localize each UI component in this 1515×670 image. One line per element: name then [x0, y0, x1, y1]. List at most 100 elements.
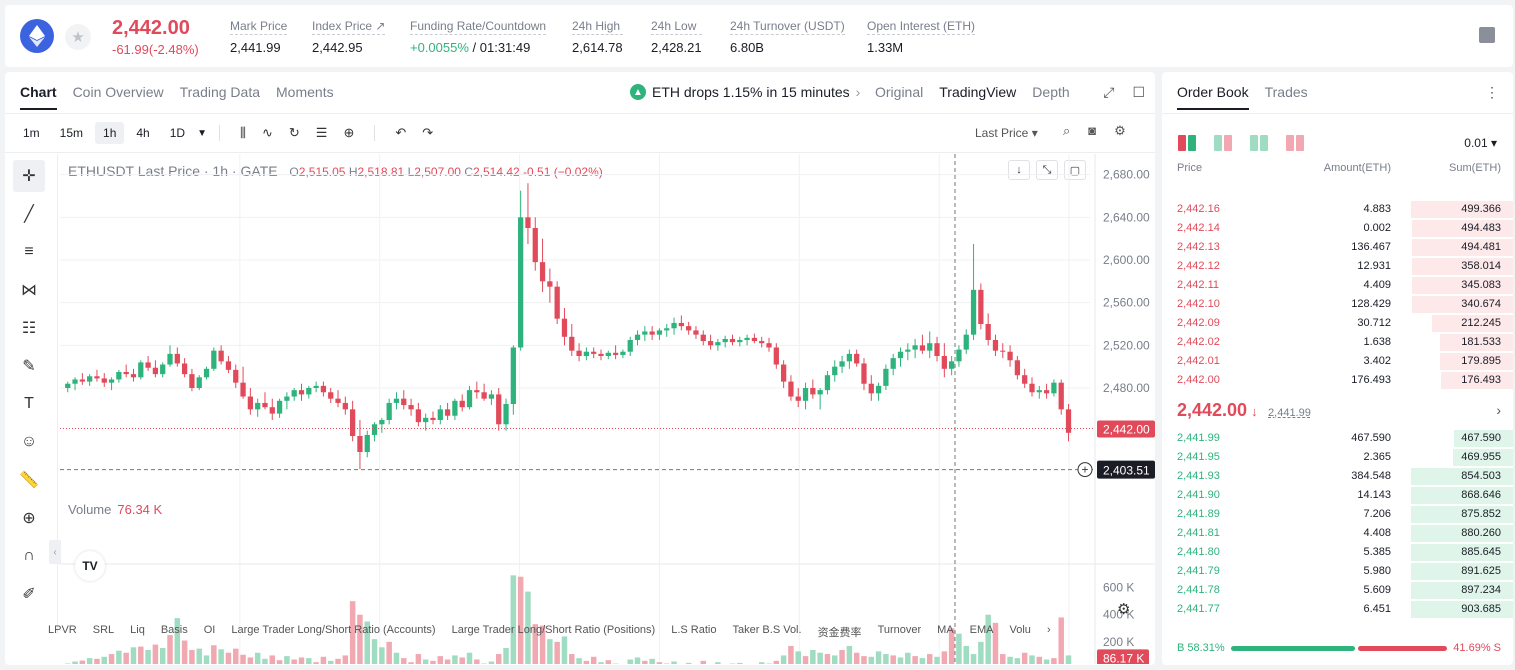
- scroll-down-icon[interactable]: ↓: [1008, 160, 1030, 180]
- replay-icon[interactable]: ↻: [288, 125, 300, 140]
- brush-icon[interactable]: ✎: [22, 358, 36, 375]
- ask-row[interactable]: 2,442.09 30.712 212.245: [1177, 314, 1513, 333]
- indicator-lt-accounts[interactable]: Large Trader Long/Short Ratio (Accounts): [231, 624, 436, 636]
- window-icon[interactable]: ☐: [1132, 84, 1145, 100]
- expand-icon[interactable]: ⤢: [1103, 84, 1115, 100]
- ask-row[interactable]: 2,442.11 4.409 345.083: [1177, 276, 1513, 295]
- maximize-icon[interactable]: ▢: [1064, 160, 1086, 180]
- timeframe-4h[interactable]: 4h: [136, 126, 150, 140]
- indicators-icon[interactable]: ∿: [261, 125, 273, 140]
- timeframe-1m[interactable]: 1m: [23, 126, 40, 140]
- volume-bar: [422, 659, 429, 664]
- ask-row[interactable]: 2,442.02 1.638 181.533: [1177, 333, 1513, 352]
- trendline-icon[interactable]: ╱: [24, 206, 34, 223]
- indicator-volume[interactable]: Volu: [1009, 624, 1031, 636]
- chart-settings-icon[interactable]: ⚙: [1117, 601, 1131, 618]
- undo-icon[interactable]: ↶: [395, 125, 407, 140]
- search-icon[interactable]: ⌕: [1063, 123, 1071, 138]
- book-mode-bids-icon[interactable]: [1250, 135, 1268, 151]
- indicator-ma[interactable]: MA: [937, 624, 954, 636]
- indicator-lt-positions[interactable]: Large Trader Long/Short Ratio (Positions…: [451, 624, 656, 636]
- zoom-in-icon[interactable]: ⊕: [22, 510, 36, 527]
- indicator-funding-rate[interactable]: 资金费率: [817, 627, 862, 639]
- indicator-ls-ratio[interactable]: L.S Ratio: [671, 624, 717, 636]
- favorite-star-icon[interactable]: ★: [65, 24, 91, 50]
- tab-moments[interactable]: Moments: [276, 84, 334, 100]
- template-icon[interactable]: ☰: [315, 125, 328, 140]
- bid-row[interactable]: 2,441.79 5.980 891.625: [1177, 562, 1513, 581]
- indicator-taker-vol[interactable]: Taker B.S Vol.: [732, 624, 802, 636]
- tab-depth[interactable]: Depth: [1032, 84, 1070, 100]
- bid-row[interactable]: 2,441.78 5.609 897.234: [1177, 581, 1513, 600]
- emoji-icon[interactable]: ☺: [20, 433, 38, 450]
- price-source-select[interactable]: Last Price ▾: [975, 126, 1038, 140]
- gear-icon[interactable]: ⚙: [1114, 123, 1126, 138]
- bid-row[interactable]: 2,441.80 5.385 885.645: [1177, 543, 1513, 562]
- bid-row[interactable]: 2,441.89 7.206 875.852: [1177, 505, 1513, 524]
- book-mode-both-icon[interactable]: [1178, 135, 1196, 151]
- tab-original[interactable]: Original: [875, 84, 924, 100]
- bid-row[interactable]: 2,441.81 4.408 880.260: [1177, 524, 1513, 543]
- ask-row[interactable]: 2,442.14 0.002 494.483: [1177, 219, 1513, 238]
- volume-bar: [1021, 652, 1028, 664]
- timeframe-dropdown-icon[interactable]: ▼: [197, 127, 207, 139]
- chevron-right-icon[interactable]: ›: [1496, 402, 1501, 418]
- ask-row[interactable]: 2,442.01 3.402 179.895: [1177, 352, 1513, 371]
- fib-icon[interactable]: ☷: [21, 320, 37, 337]
- ask-row[interactable]: 2,442.00 176.493 176.493: [1177, 371, 1513, 390]
- bid-row[interactable]: 2,441.90 14.143 868.646: [1177, 486, 1513, 505]
- book-icon[interactable]: [1479, 27, 1495, 43]
- indicator-lpvr[interactable]: LPVR: [48, 624, 77, 636]
- magnet-icon[interactable]: ∩: [23, 547, 35, 564]
- indicator-liq[interactable]: Liq: [130, 624, 145, 636]
- pencil-lock-icon[interactable]: ✐: [22, 586, 36, 603]
- precision-select[interactable]: 0.01 ▾: [1464, 136, 1497, 150]
- bid-row[interactable]: 2,441.93 384.548 854.503: [1177, 467, 1513, 486]
- candlestick-chart[interactable]: +2,680.00 2,640.00 2,600.00 2,560.00 2,520.0…: [60, 154, 1155, 664]
- candle-body: [152, 367, 159, 375]
- tab-chart[interactable]: Chart: [20, 84, 57, 110]
- bid-row[interactable]: 2,441.99 467.590 467.590: [1177, 429, 1513, 448]
- bid-row[interactable]: 2,441.95 2.365 469.955: [1177, 448, 1513, 467]
- ask-row[interactable]: 2,442.16 4.883 499.366: [1177, 200, 1513, 219]
- indicator-ema[interactable]: EMA: [969, 624, 994, 636]
- timeframe-1d[interactable]: 1D: [169, 126, 186, 140]
- candle-body: [693, 330, 699, 335]
- amount: 136.467: [1351, 241, 1391, 253]
- bids-list: 2,441.99 467.590 467.590 2,441.95 2.365 469.9…: [1177, 429, 1513, 619]
- ask-row[interactable]: 2,442.12 12.931 358.014: [1177, 257, 1513, 276]
- crosshair-icon[interactable]: ✛: [13, 160, 45, 192]
- collapse-icon[interactable]: ⤡: [1036, 160, 1058, 180]
- news-ticker[interactable]: ▲ ETH drops 1.15% in 15 minutes ›: [630, 84, 860, 100]
- redo-icon[interactable]: ↷: [422, 125, 434, 140]
- horizontal-lines-icon[interactable]: ≡: [24, 243, 34, 260]
- bid-row[interactable]: 2,441.77 6.451 903.685: [1177, 600, 1513, 619]
- timeframe-15m[interactable]: 15m: [59, 126, 84, 140]
- more-options-icon[interactable]: ⋮: [1485, 84, 1499, 100]
- indicator-turnover[interactable]: Turnover: [877, 624, 922, 636]
- stat-index-price[interactable]: Index Price ↗ 2,442.95: [312, 19, 386, 55]
- add-indicator-icon[interactable]: ⊕: [343, 125, 355, 140]
- tab-tradingview[interactable]: TradingView: [939, 84, 1017, 100]
- tab-coin-overview[interactable]: Coin Overview: [72, 84, 164, 100]
- candle-body: [189, 374, 195, 388]
- tab-order-book[interactable]: Order Book: [1177, 84, 1249, 110]
- tradingview-logo[interactable]: TV: [75, 551, 105, 581]
- chevron-right-icon[interactable]: ›: [1046, 624, 1051, 636]
- tab-trading-data[interactable]: Trading Data: [179, 84, 261, 100]
- camera-icon[interactable]: ◙: [1088, 123, 1097, 138]
- indicator-oi[interactable]: OI: [203, 624, 216, 636]
- ruler-icon[interactable]: 📏: [19, 472, 39, 489]
- book-mode-asks-icon[interactable]: [1286, 135, 1304, 151]
- ask-row[interactable]: 2,442.13 136.467 494.481: [1177, 238, 1513, 257]
- timeframe-1h[interactable]: 1h: [95, 122, 125, 144]
- candle-type-icon[interactable]: ⫼: [239, 125, 246, 140]
- indicator-srl[interactable]: SRL: [92, 624, 115, 636]
- collapse-toolbar-icon[interactable]: ‹: [49, 540, 61, 564]
- text-icon[interactable]: T: [24, 395, 34, 412]
- tab-trades[interactable]: Trades: [1264, 84, 1308, 100]
- pattern-icon[interactable]: ⋈: [21, 282, 37, 299]
- indicator-basis[interactable]: Basis: [160, 624, 188, 636]
- book-mode-split-icon[interactable]: [1214, 135, 1232, 151]
- ask-row[interactable]: 2,442.10 128.429 340.674: [1177, 295, 1513, 314]
